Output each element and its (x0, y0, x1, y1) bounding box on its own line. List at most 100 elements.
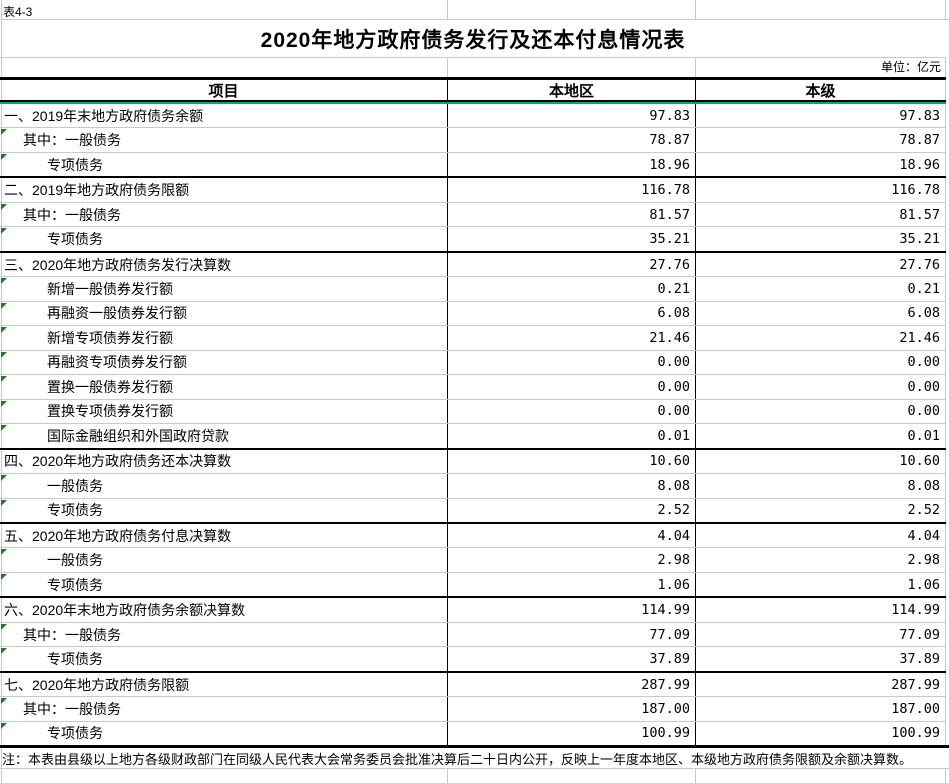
level-value-cell[interactable]: 0.21 (696, 277, 946, 301)
header-cell-level[interactable]: 本级 (696, 80, 946, 100)
page-title[interactable]: 2020年地方政府债务发行及还本付息情况表 (260, 28, 686, 52)
item-cell[interactable]: 再融资一般债券发行额 (0, 301, 448, 326)
item-cell[interactable]: 三、2020年地方政府债务发行决算数 (0, 252, 448, 277)
table-row: 七、2020年地方政府债务限额 287.99 287.99 (0, 670, 946, 697)
item-cell[interactable]: 七、2020年地方政府债务限额 (0, 672, 448, 697)
region-value-cell[interactable]: 100.99 (448, 721, 696, 746)
level-value-cell[interactable]: 18.96 (696, 152, 946, 177)
cell-error-flag-triangle-icon (1, 722, 7, 729)
region-value-cell[interactable]: 21.46 (448, 326, 696, 350)
item-label: 四、2020年地方政府债务还本决算数 (4, 453, 232, 470)
item-cell[interactable]: 新增一般债券发行额 (0, 277, 448, 301)
region-value-cell[interactable]: 287.99 (448, 672, 696, 697)
item-cell[interactable]: 一般债务 (0, 474, 448, 498)
table-row: 专项债务 35.21 35.21 (0, 226, 946, 251)
gridline (447, 0, 448, 19)
region-value-cell[interactable]: 0.21 (448, 277, 696, 301)
level-value-cell[interactable]: 0.00 (696, 399, 946, 424)
region-value-cell[interactable]: 35.21 (448, 227, 696, 251)
level-value-cell[interactable]: 2.52 (696, 498, 946, 522)
level-value-cell[interactable]: 0.01 (696, 424, 946, 448)
level-value-cell[interactable]: 187.00 (696, 697, 946, 721)
item-cell[interactable]: 专项债务 (0, 227, 448, 251)
region-value-cell[interactable]: 0.01 (448, 424, 696, 448)
level-value-cell[interactable]: 37.89 (696, 647, 946, 671)
region-value-cell[interactable]: 8.08 (448, 474, 696, 498)
region-value-cell[interactable]: 2.52 (448, 498, 696, 522)
gridline (945, 0, 946, 19)
level-value-cell[interactable]: 114.99 (696, 598, 946, 622)
item-cell[interactable]: 专项债务 (0, 647, 448, 671)
item-cell[interactable]: 专项债务 (0, 721, 448, 746)
level-value-cell[interactable]: 81.57 (696, 202, 946, 227)
region-value-cell[interactable]: 114.99 (448, 598, 696, 622)
item-cell[interactable]: 其中：一般债务 (0, 202, 448, 227)
region-value-cell[interactable]: 0.00 (448, 350, 696, 375)
table-row: 五、2020年地方政府债务付息决算数 4.04 4.04 (0, 521, 946, 548)
region-value-cell[interactable]: 27.76 (448, 252, 696, 277)
region-value-cell[interactable]: 6.08 (448, 301, 696, 326)
cell-error-flag-triangle-icon (1, 129, 7, 136)
item-cell[interactable]: 四、2020年地方政府债务还本决算数 (0, 449, 448, 474)
item-cell[interactable]: 专项债务 (0, 498, 448, 522)
level-value-cell[interactable]: 97.83 (696, 104, 946, 128)
item-cell[interactable]: 其中：一般债务 (0, 697, 448, 721)
item-label: 一、2019年末地方政府债务余额 (4, 107, 204, 124)
level-value-cell[interactable]: 27.76 (696, 252, 946, 277)
region-value-cell[interactable]: 4.04 (448, 523, 696, 548)
level-value-cell[interactable]: 2.98 (696, 548, 946, 572)
level-value-cell[interactable]: 116.78 (696, 178, 946, 202)
cell-error-flag-triangle-icon (1, 698, 7, 705)
cell-error-flag-triangle-icon (1, 549, 7, 556)
table-number-label[interactable]: 表4-3 (3, 5, 33, 19)
region-value-cell[interactable]: 116.78 (448, 178, 696, 202)
item-cell[interactable]: 专项债务 (0, 152, 448, 177)
table-row: 一、2019年末地方政府债务余额 97.83 97.83 (0, 104, 946, 128)
table-row: 其中：一般债务 77.09 77.09 (0, 621, 946, 647)
level-value-cell[interactable]: 10.60 (696, 449, 946, 474)
level-value-cell[interactable]: 287.99 (696, 672, 946, 697)
item-cell[interactable]: 其中：一般债务 (0, 128, 448, 152)
level-value-cell[interactable]: 0.00 (696, 350, 946, 375)
item-cell[interactable]: 国际金融组织和外国政府贷款 (0, 424, 448, 448)
region-value-cell[interactable]: 37.89 (448, 647, 696, 671)
item-cell[interactable]: 五、2020年地方政府债务付息决算数 (0, 523, 448, 548)
region-value-cell[interactable]: 187.00 (448, 697, 696, 721)
level-value-cell[interactable]: 35.21 (696, 227, 946, 251)
level-value-cell[interactable]: 78.87 (696, 128, 946, 152)
region-value-cell[interactable]: 10.60 (448, 449, 696, 474)
level-value-cell[interactable]: 6.08 (696, 301, 946, 326)
item-cell[interactable]: 六、2020年末地方政府债务余额决算数 (0, 598, 448, 622)
level-value-cell[interactable]: 8.08 (696, 474, 946, 498)
gridline (447, 769, 448, 783)
region-value-cell[interactable]: 2.98 (448, 548, 696, 572)
item-cell[interactable]: 二、2019年地方政府债务限额 (0, 178, 448, 202)
header-cell-item[interactable]: 项目 (0, 80, 448, 100)
level-value-cell[interactable]: 77.09 (696, 622, 946, 647)
item-cell[interactable]: 置换一般债券发行额 (0, 375, 448, 399)
region-value-cell[interactable]: 81.57 (448, 202, 696, 227)
level-value-cell[interactable]: 21.46 (696, 326, 946, 350)
item-cell[interactable]: 新增专项债券发行额 (0, 326, 448, 350)
table-header-row: 项目 本地区 本级 (0, 77, 946, 102)
unit-label[interactable]: 单位：亿元 (880, 60, 941, 74)
region-value-cell[interactable]: 0.00 (448, 399, 696, 424)
item-cell[interactable]: 一般债务 (0, 548, 448, 572)
region-value-cell[interactable]: 78.87 (448, 128, 696, 152)
region-value-cell[interactable]: 97.83 (448, 104, 696, 128)
item-cell[interactable]: 再融资专项债券发行额 (0, 350, 448, 375)
region-value-cell[interactable]: 18.96 (448, 152, 696, 177)
level-value-cell[interactable]: 1.06 (696, 572, 946, 597)
level-value-cell[interactable]: 0.00 (696, 375, 946, 399)
level-value-cell[interactable]: 100.99 (696, 721, 946, 746)
item-cell[interactable]: 一、2019年末地方政府债务余额 (0, 104, 448, 128)
region-value-cell[interactable]: 0.00 (448, 375, 696, 399)
item-label: 一般债务 (47, 477, 103, 494)
item-cell[interactable]: 置换专项债券发行额 (0, 399, 448, 424)
item-cell[interactable]: 专项债务 (0, 572, 448, 597)
region-value-cell[interactable]: 77.09 (448, 622, 696, 647)
header-cell-region[interactable]: 本地区 (448, 80, 696, 100)
region-value-cell[interactable]: 1.06 (448, 572, 696, 597)
item-cell[interactable]: 其中：一般债务 (0, 622, 448, 647)
level-value-cell[interactable]: 4.04 (696, 523, 946, 548)
